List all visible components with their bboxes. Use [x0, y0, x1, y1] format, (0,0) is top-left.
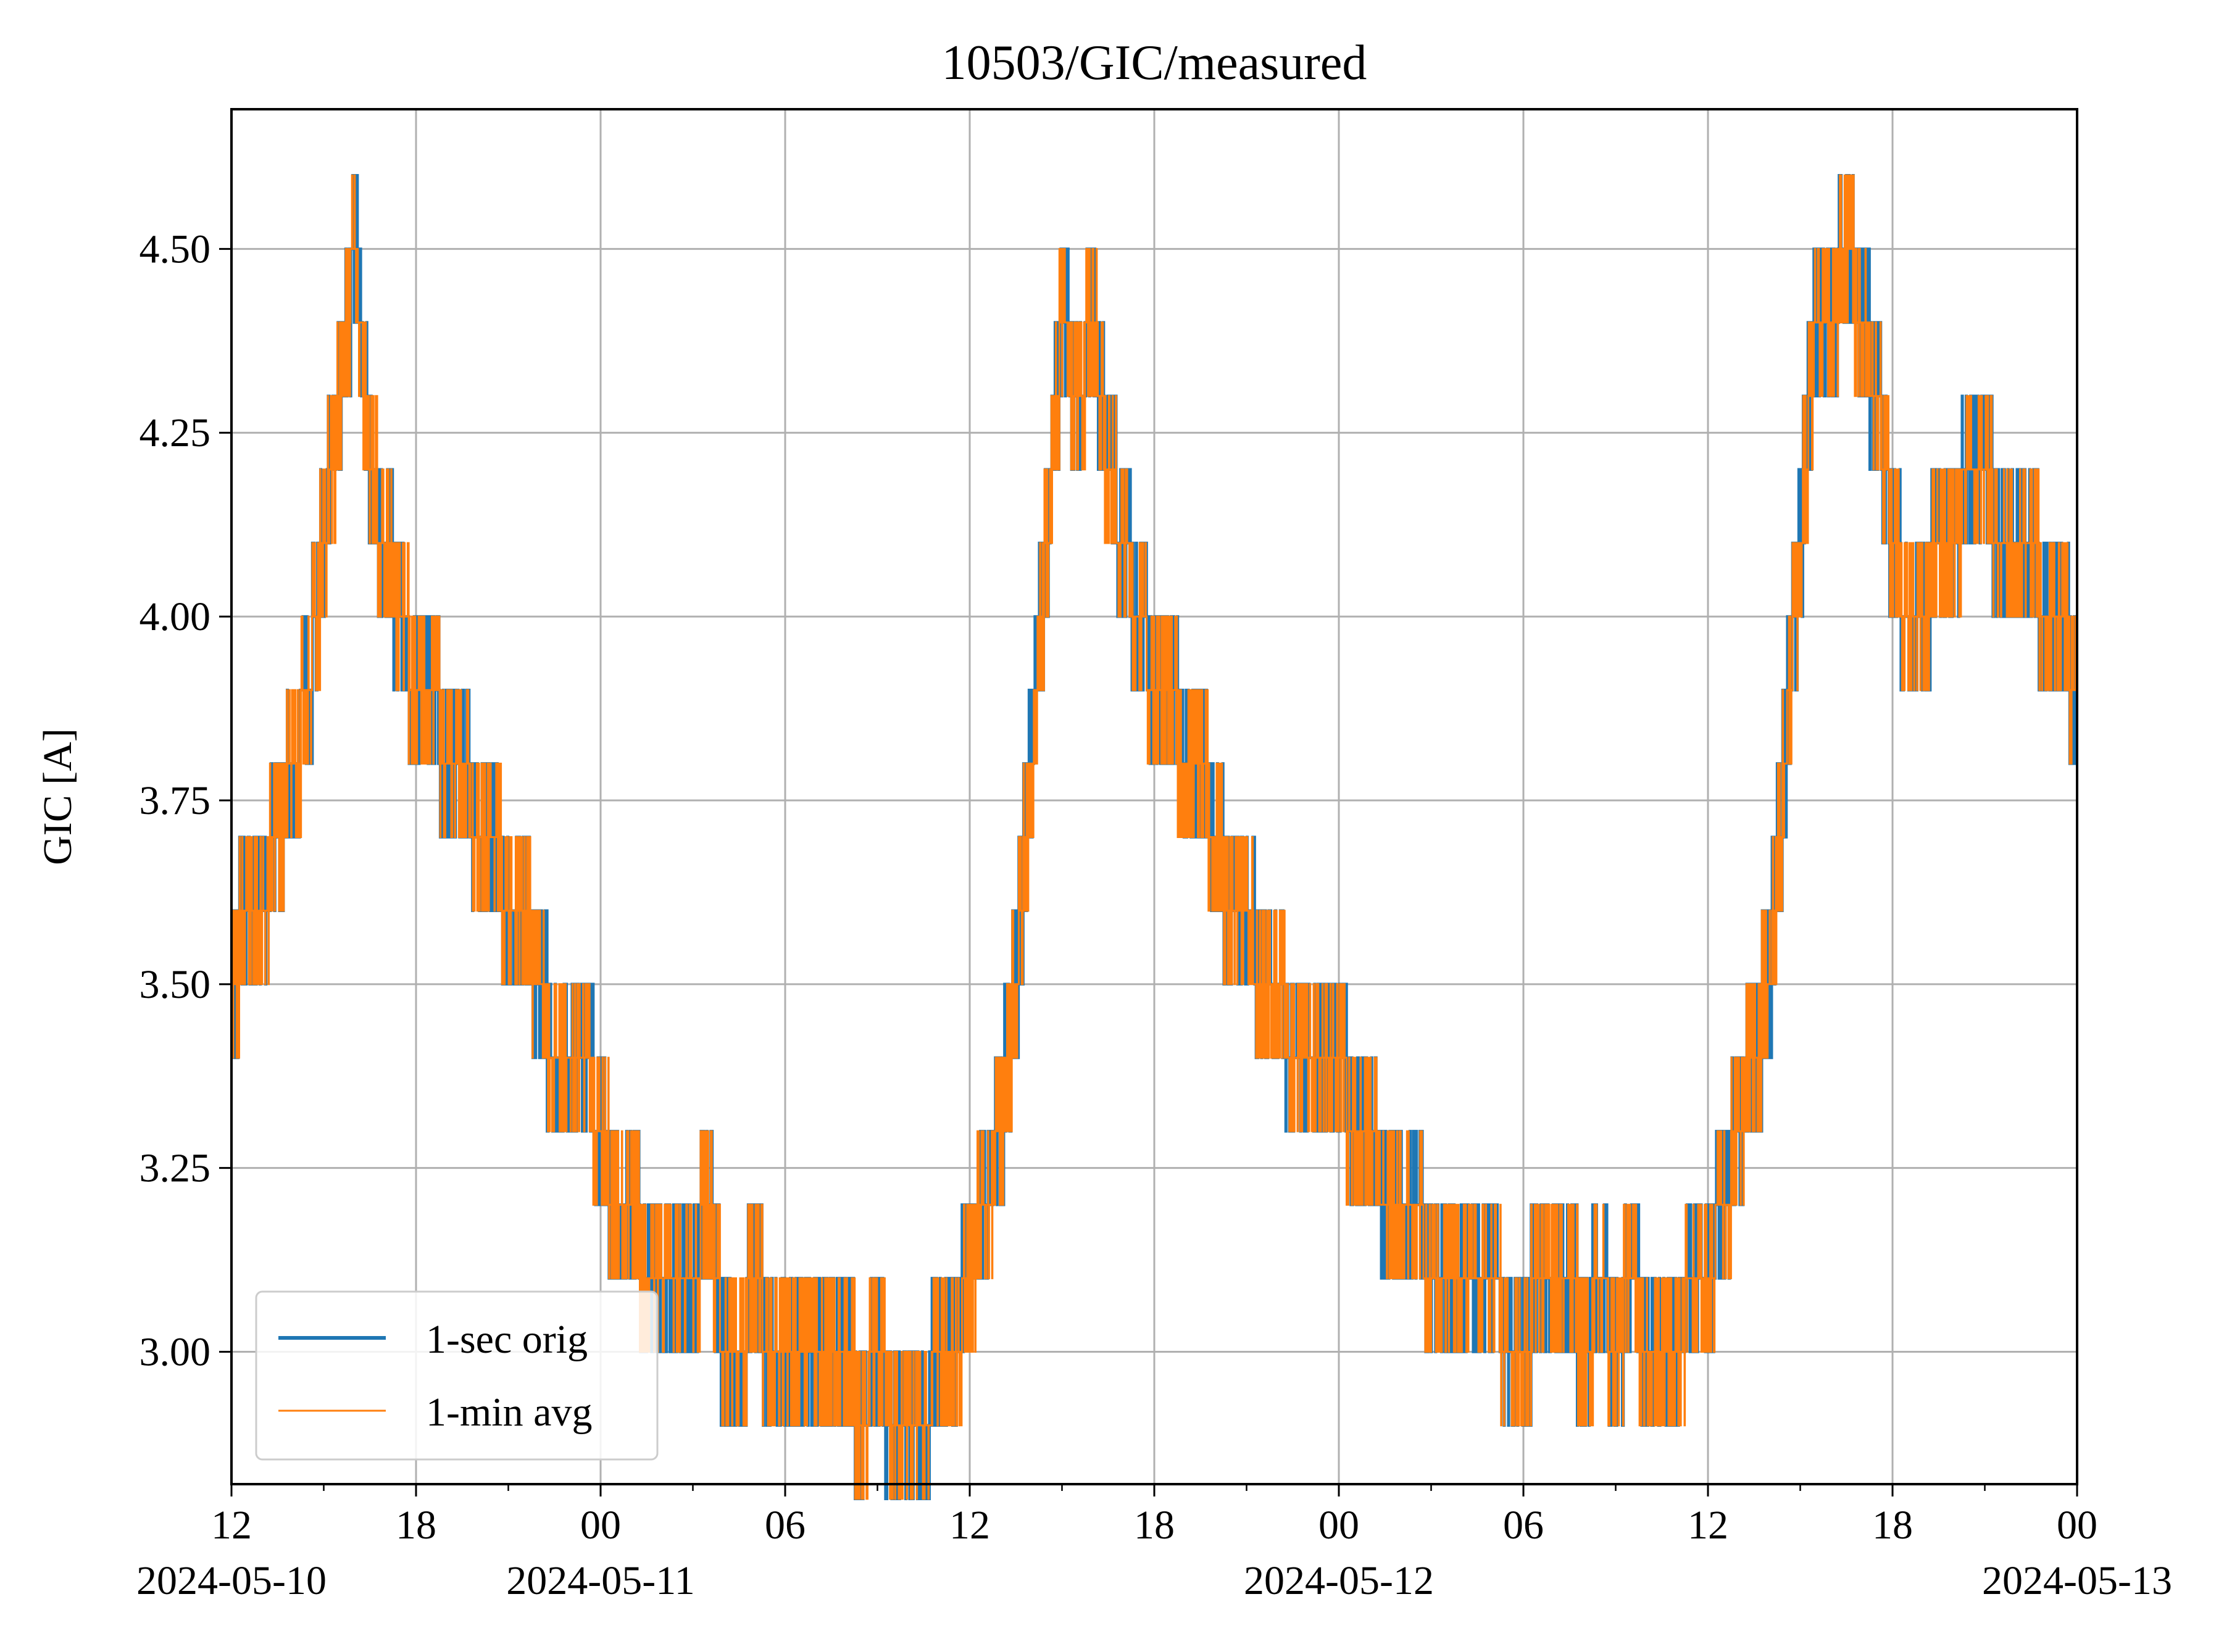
series-line-one-min-avg	[231, 174, 2078, 1500]
x-tick-label: 18	[1134, 1503, 1175, 1548]
x-date-label: 2024-05-13	[1982, 1558, 2172, 1603]
chart-title: 10503/GIC/measured	[942, 36, 1367, 90]
y-tick-label: 3.75	[140, 778, 211, 823]
x-tick-label: 12	[211, 1503, 252, 1548]
x-tick-label: 12	[1688, 1503, 1728, 1548]
x-tick-label: 06	[765, 1503, 806, 1548]
y-tick-label: 3.50	[140, 962, 211, 1007]
x-tick-label: 12	[949, 1503, 990, 1548]
y-axis-label: GIC [A]	[35, 728, 80, 865]
x-date-label: 2024-05-10	[136, 1558, 327, 1603]
y-tick-label: 3.25	[140, 1146, 211, 1191]
y-tick-label: 3.00	[140, 1330, 211, 1375]
legend: 1-sec orig 1-min avg	[255, 1290, 659, 1461]
legend-label: 1-sec orig	[426, 1317, 588, 1362]
x-tick-label: 00	[580, 1503, 621, 1548]
x-tick-label: 00	[1318, 1503, 1359, 1548]
x-tick-label: 06	[1503, 1503, 1544, 1548]
x-date-label: 2024-05-12	[1244, 1558, 1434, 1603]
y-tick-label: 4.00	[140, 594, 211, 639]
x-tick-label: 18	[1872, 1503, 1913, 1548]
legend-box	[255, 1290, 659, 1461]
y-tick-label: 4.25	[140, 410, 211, 455]
series-layer	[230, 173, 2078, 1501]
x-tick-label: 18	[396, 1503, 436, 1548]
x-date-label: 2024-05-11	[506, 1558, 695, 1603]
x-tick-label: 00	[2057, 1503, 2097, 1548]
legend-label: 1-min avg	[426, 1390, 592, 1435]
y-tick-label: 4.50	[140, 226, 211, 272]
ticks: 12 2024-05-10 18 00 2024-05-11 06 12 18 00 2024-0…	[136, 226, 2172, 1603]
